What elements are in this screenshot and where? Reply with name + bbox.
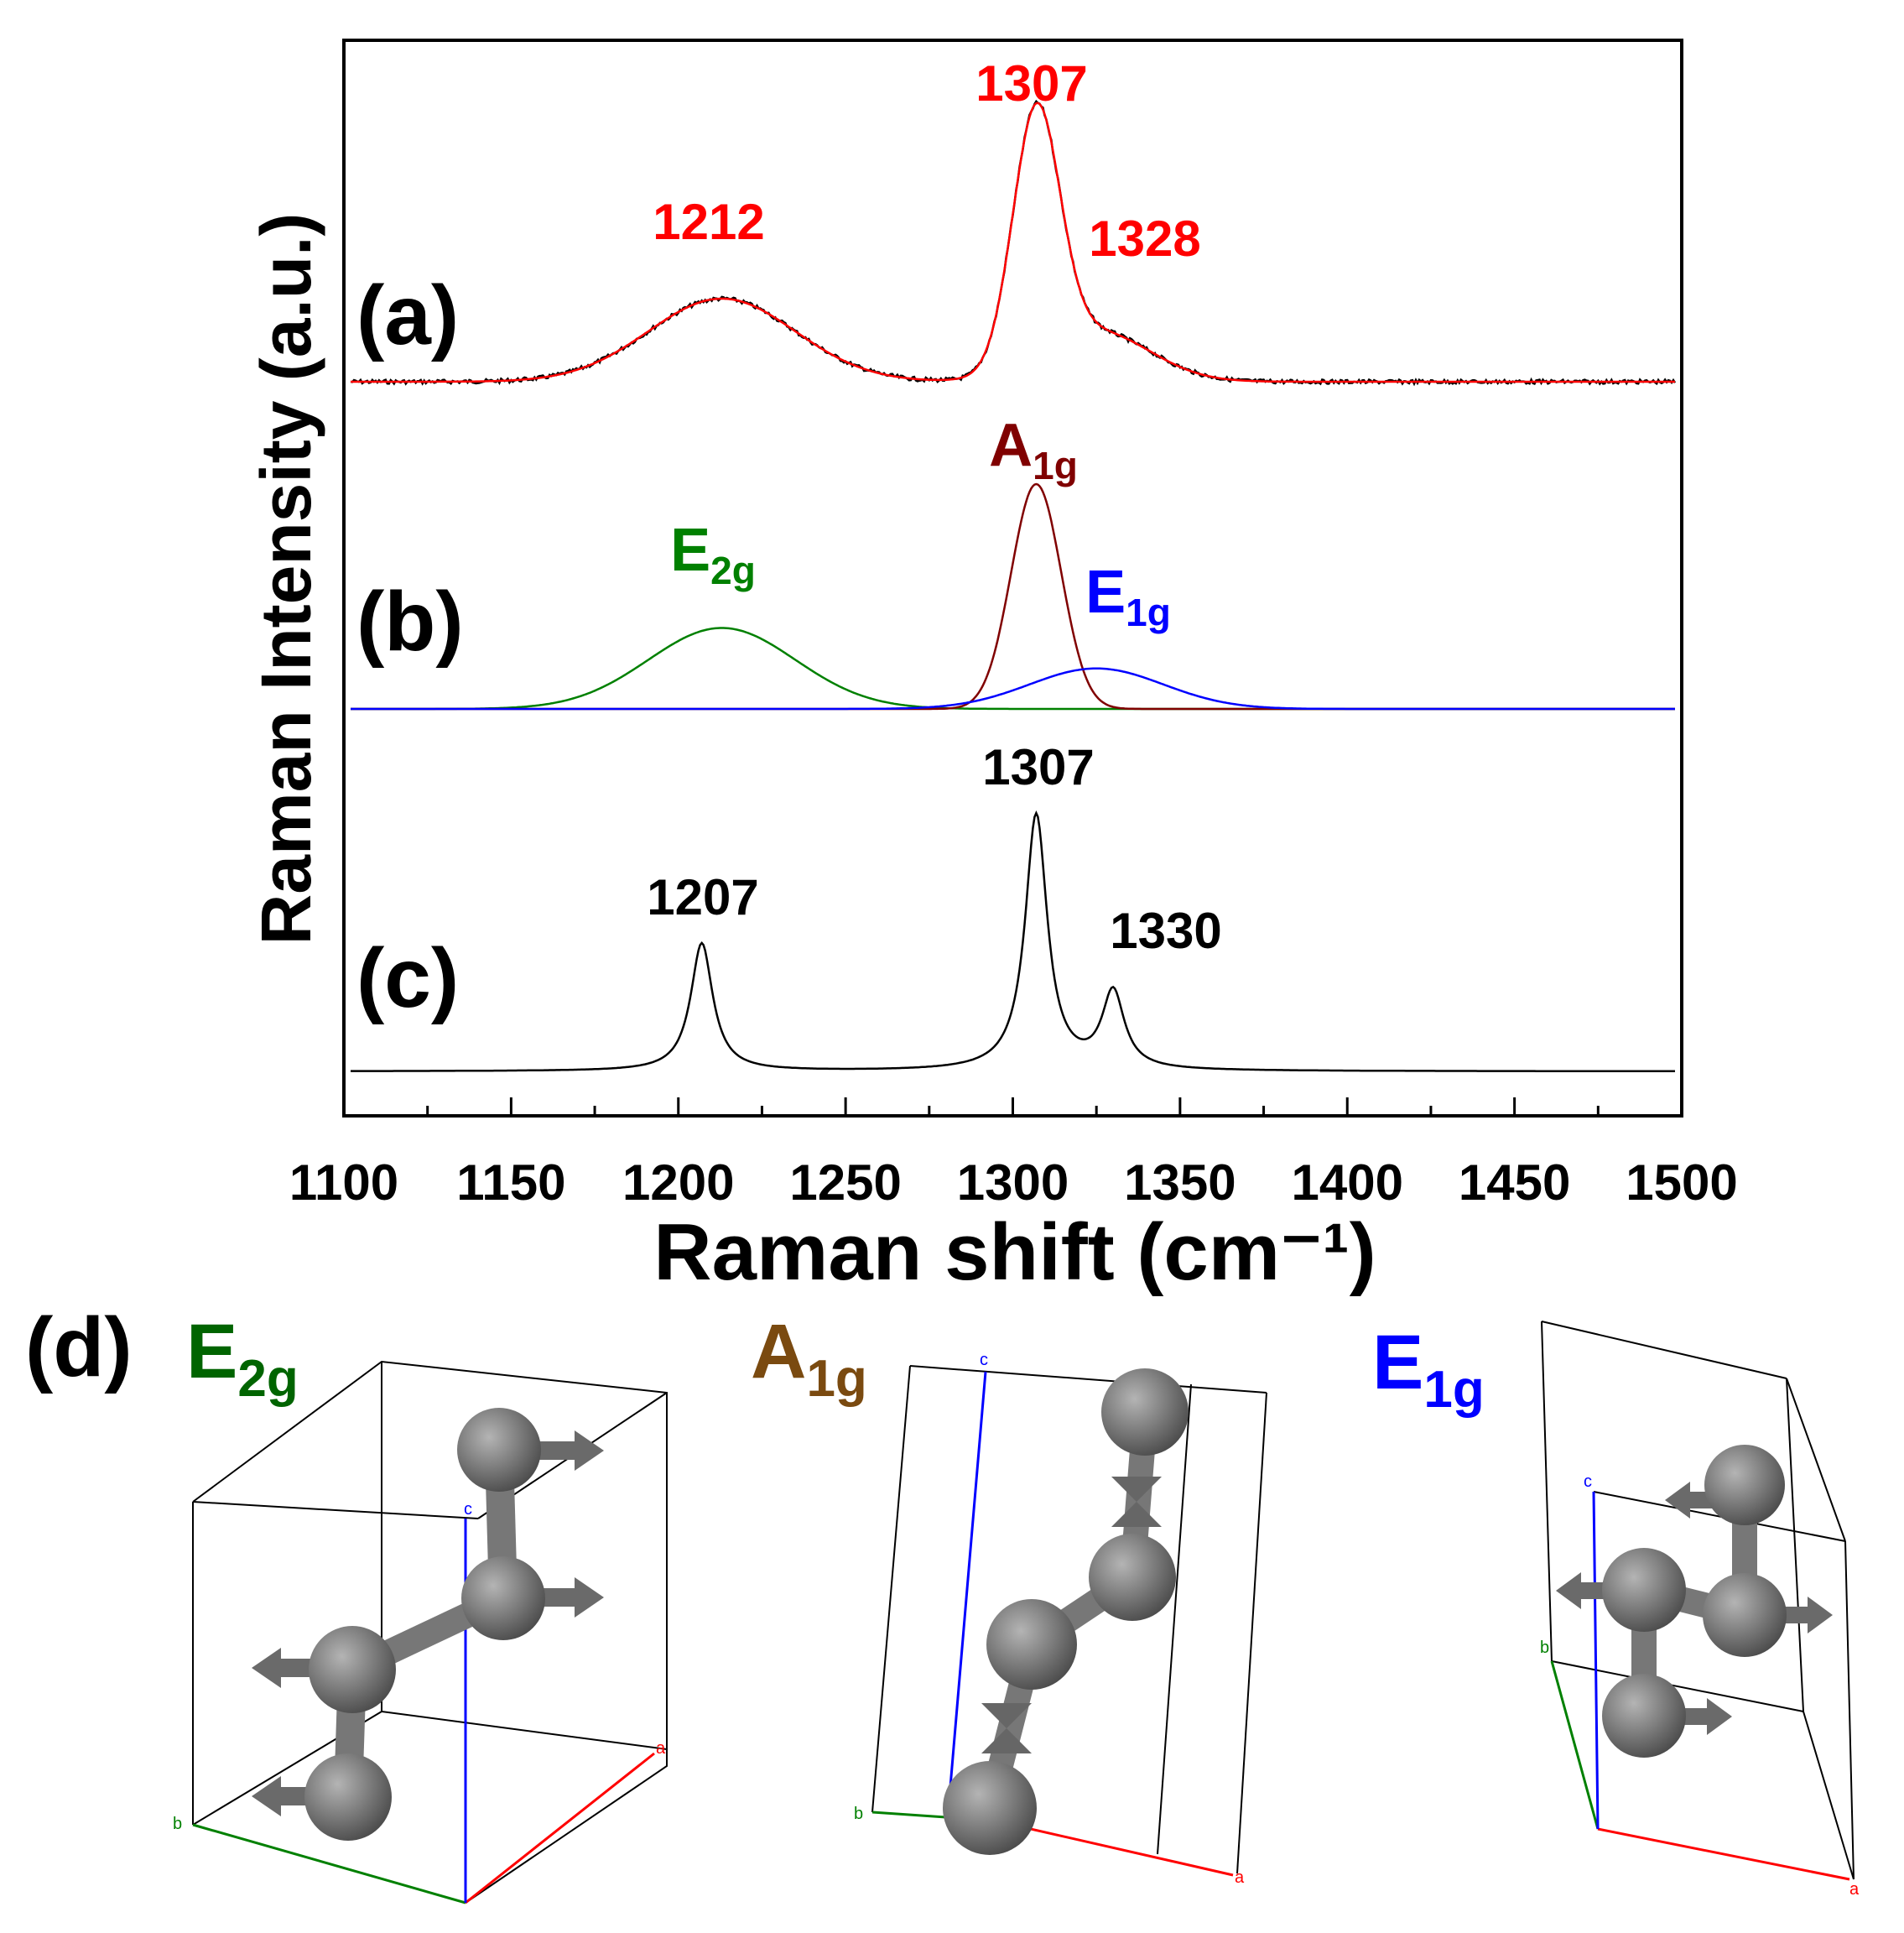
- b-axis-line: [1550, 1660, 1600, 1830]
- peak-label: E1g: [1085, 559, 1171, 634]
- panel-label-d: (d): [25, 1300, 133, 1394]
- axis-letter-b: b: [1540, 1639, 1549, 1657]
- panel-label-c: (c): [356, 931, 459, 1025]
- atom: [1703, 1573, 1787, 1657]
- axis-letter-b: b: [854, 1805, 863, 1823]
- axis-letter-b: b: [173, 1815, 182, 1833]
- atom: [457, 1408, 541, 1492]
- displacement-arrows: [1556, 1482, 1833, 1735]
- peak-label: E2g: [670, 517, 756, 592]
- peak-label: 1307: [982, 739, 1094, 795]
- series-b-e2g: [351, 627, 1675, 711]
- structure-e1g: c b a: [1540, 1321, 1860, 1899]
- atom: [1089, 1534, 1176, 1621]
- atom: [943, 1761, 1037, 1855]
- series-a-measured: [350, 99, 1677, 387]
- x-tick-label: 1150: [456, 1154, 565, 1211]
- peak-label: 1212: [653, 194, 764, 250]
- y-axis-label: Raman Intensity (a.u.): [247, 213, 325, 946]
- mode-label-a1g: A1g: [751, 1309, 867, 1408]
- x-axis-label: Raman shift (cm⁻¹): [653, 1207, 1376, 1297]
- peak-label: 1330: [1110, 903, 1221, 959]
- b-axis-line: [192, 1823, 466, 1904]
- unit-cell-e1g: [1541, 1321, 1855, 1880]
- atom: [461, 1556, 545, 1640]
- atom: [1602, 1674, 1686, 1758]
- x-tick-label: 1400: [1292, 1154, 1403, 1211]
- unit-cell-a1g: [871, 1365, 1267, 1874]
- plot-frame: [342, 39, 1683, 1118]
- x-tick-label: 1350: [1124, 1154, 1236, 1211]
- x-tick-label: 1500: [1626, 1154, 1737, 1211]
- axis-letter-c: c: [1584, 1472, 1592, 1491]
- x-tick-label: 1250: [789, 1154, 901, 1211]
- axis-letter-c: c: [464, 1500, 472, 1519]
- atom: [309, 1626, 396, 1713]
- x-axis-tick-labels: 1100 1150 1200 1250 1300 1350 1400 1450 1500: [289, 1154, 1738, 1211]
- x-axis-ticks: [342, 1097, 1683, 1116]
- atom: [1602, 1548, 1686, 1632]
- displacement-arrows: [981, 1477, 1162, 1753]
- atom: [1704, 1445, 1785, 1525]
- atom: [986, 1599, 1077, 1690]
- mode-label-e1g: E1g: [1372, 1320, 1485, 1419]
- axis-letter-c: c: [980, 1351, 988, 1369]
- atom: [304, 1753, 392, 1841]
- a-axis-line: [465, 1752, 655, 1904]
- x-tick-label: 1200: [622, 1154, 734, 1211]
- axis-letter-a: a: [1235, 1868, 1245, 1887]
- a-axis-line: [1597, 1827, 1850, 1881]
- a-axis-line: [993, 1819, 1234, 1877]
- peak-label: 1328: [1089, 211, 1200, 267]
- peak-label: A1g: [989, 412, 1078, 487]
- series-c-calculated: [351, 810, 1675, 1073]
- atom: [1101, 1368, 1189, 1456]
- c-axis-line: [1592, 1491, 1600, 1830]
- structure-a1g: c b a: [854, 1351, 1267, 1887]
- mode-label-e2g: E2g: [186, 1309, 299, 1408]
- peak-label: 1207: [647, 869, 758, 925]
- series-b-e1g: [351, 667, 1675, 711]
- x-tick-label: 1450: [1459, 1154, 1570, 1211]
- panel-label-b: (b): [356, 575, 464, 669]
- x-tick-label: 1300: [957, 1154, 1069, 1211]
- axis-letter-a: a: [656, 1739, 666, 1758]
- series-a-fit: [351, 102, 1675, 383]
- x-tick-label: 1100: [289, 1154, 398, 1211]
- c-axis-line: [946, 1371, 987, 1817]
- spectra: [350, 99, 1677, 1073]
- structure-e2g: b a c: [173, 1360, 668, 1904]
- series-b-a1g: [351, 482, 1675, 711]
- panel-label-a: (a): [356, 268, 459, 362]
- axis-letter-a: a: [1849, 1880, 1860, 1899]
- peak-label: 1307: [975, 55, 1087, 112]
